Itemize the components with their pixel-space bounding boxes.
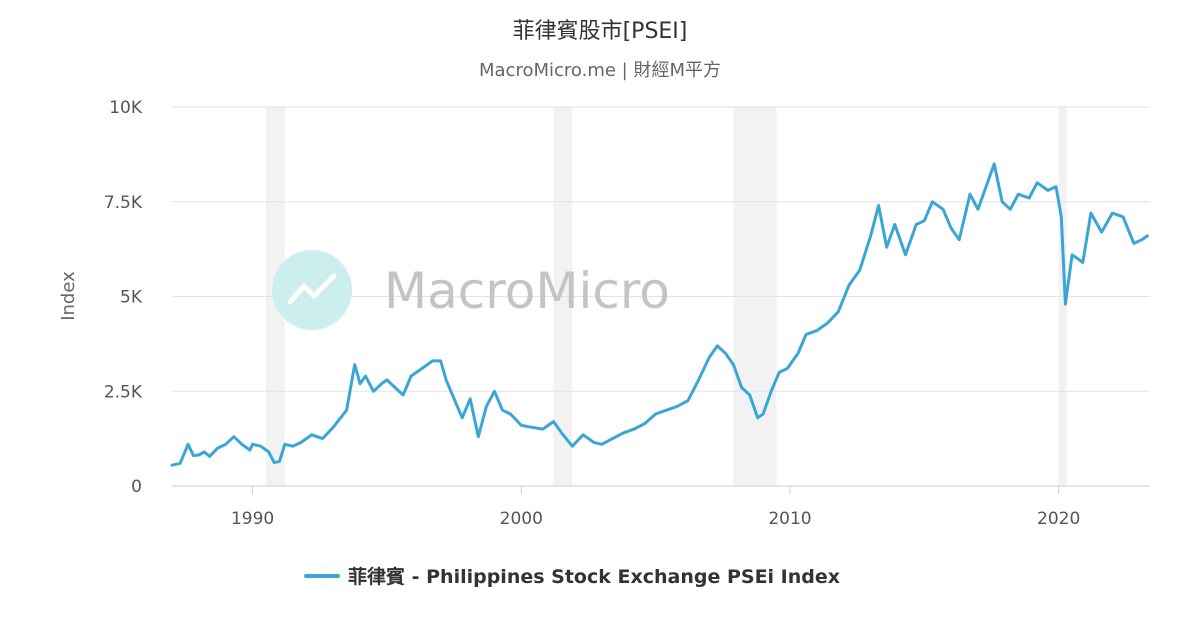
x-tick-label: 2000 xyxy=(500,509,543,529)
x-axis-ticks: 1990 2000 2010 2020 xyxy=(231,486,1080,529)
y-tick-label: 2.5K xyxy=(104,382,143,402)
y-tick-label: 7.5K xyxy=(104,193,143,213)
x-tick-label: 2010 xyxy=(768,509,811,529)
watermark: MacroMicro xyxy=(272,250,670,330)
y-axis-title: Index xyxy=(58,271,79,321)
chart-subtitle: MacroMicro.me | 財經M平方 xyxy=(479,60,721,81)
x-tick-label: 1990 xyxy=(231,509,274,529)
watermark-chart-glyph xyxy=(287,273,337,305)
y-tick-label: 5K xyxy=(120,288,143,308)
series-line-psei xyxy=(170,162,1149,467)
y-tick-label: 0 xyxy=(131,477,142,497)
y-axis-ticks: 0 2.5K 5K 7.5K 10K xyxy=(104,98,143,497)
y-tick-label: 10K xyxy=(109,98,143,118)
watermark-text: MacroMicro xyxy=(384,262,670,320)
legend-label[interactable]: 菲律賓 - Philippines Stock Exchange PSEi In… xyxy=(348,565,840,588)
grid-lines xyxy=(172,106,1150,392)
watermark-logo-icon xyxy=(272,250,352,330)
x-tick-label: 2020 xyxy=(1037,509,1080,529)
legend[interactable]: 菲律賓 - Philippines Stock Exchange PSEi In… xyxy=(304,565,840,588)
chart-title: 菲律賓股市[PSEI] xyxy=(513,19,688,44)
